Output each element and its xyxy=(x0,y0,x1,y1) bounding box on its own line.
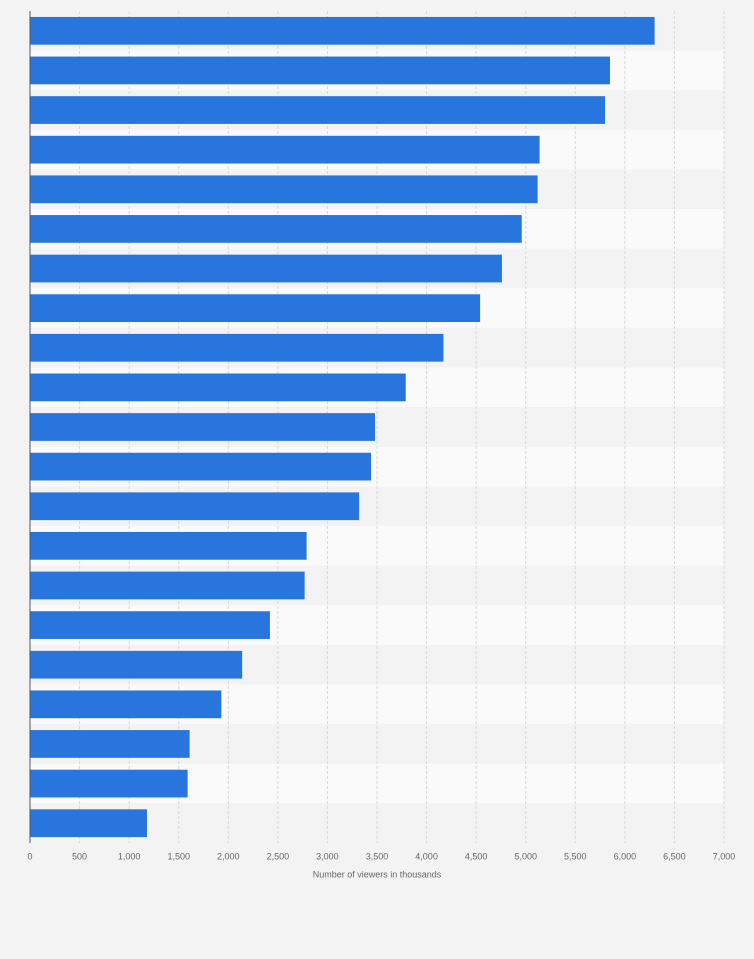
bar xyxy=(30,531,307,560)
x-tick-label: 2,500 xyxy=(267,851,290,861)
x-tick-label: 4,000 xyxy=(415,851,438,861)
bar xyxy=(30,56,610,85)
x-tick-label: 3,500 xyxy=(366,851,389,861)
bar xyxy=(30,730,190,758)
bar xyxy=(30,215,522,243)
bar xyxy=(30,96,606,124)
x-tick-label: 6,500 xyxy=(663,851,686,861)
x-axis-title: Number of viewers in thousands xyxy=(313,869,442,879)
bar xyxy=(30,690,222,719)
bar xyxy=(30,254,502,283)
bar xyxy=(30,413,376,441)
bar xyxy=(30,452,372,481)
bar xyxy=(30,175,538,204)
x-tick-label: 5,500 xyxy=(564,851,587,861)
x-tick-label: 0 xyxy=(27,851,32,861)
bar xyxy=(30,492,360,521)
x-tick-label: 2,000 xyxy=(217,851,240,861)
bar xyxy=(30,294,481,323)
x-tick-label: 1,000 xyxy=(118,851,141,861)
x-tick-label: 6,000 xyxy=(614,851,637,861)
bar xyxy=(30,333,444,362)
x-tick-label: 500 xyxy=(72,851,87,861)
bar xyxy=(30,809,147,838)
bar xyxy=(30,571,305,600)
bar xyxy=(30,611,270,639)
x-tick-label: 1,500 xyxy=(167,851,190,861)
bar xyxy=(30,650,243,679)
bar xyxy=(30,769,188,798)
bar xyxy=(30,16,655,45)
bar xyxy=(30,135,540,164)
x-tick-label: 7,000 xyxy=(713,851,736,861)
bar xyxy=(30,373,406,402)
x-tick-label: 3,000 xyxy=(316,851,339,861)
x-tick-label: 5,000 xyxy=(514,851,537,861)
x-tick-label: 4,500 xyxy=(465,851,488,861)
